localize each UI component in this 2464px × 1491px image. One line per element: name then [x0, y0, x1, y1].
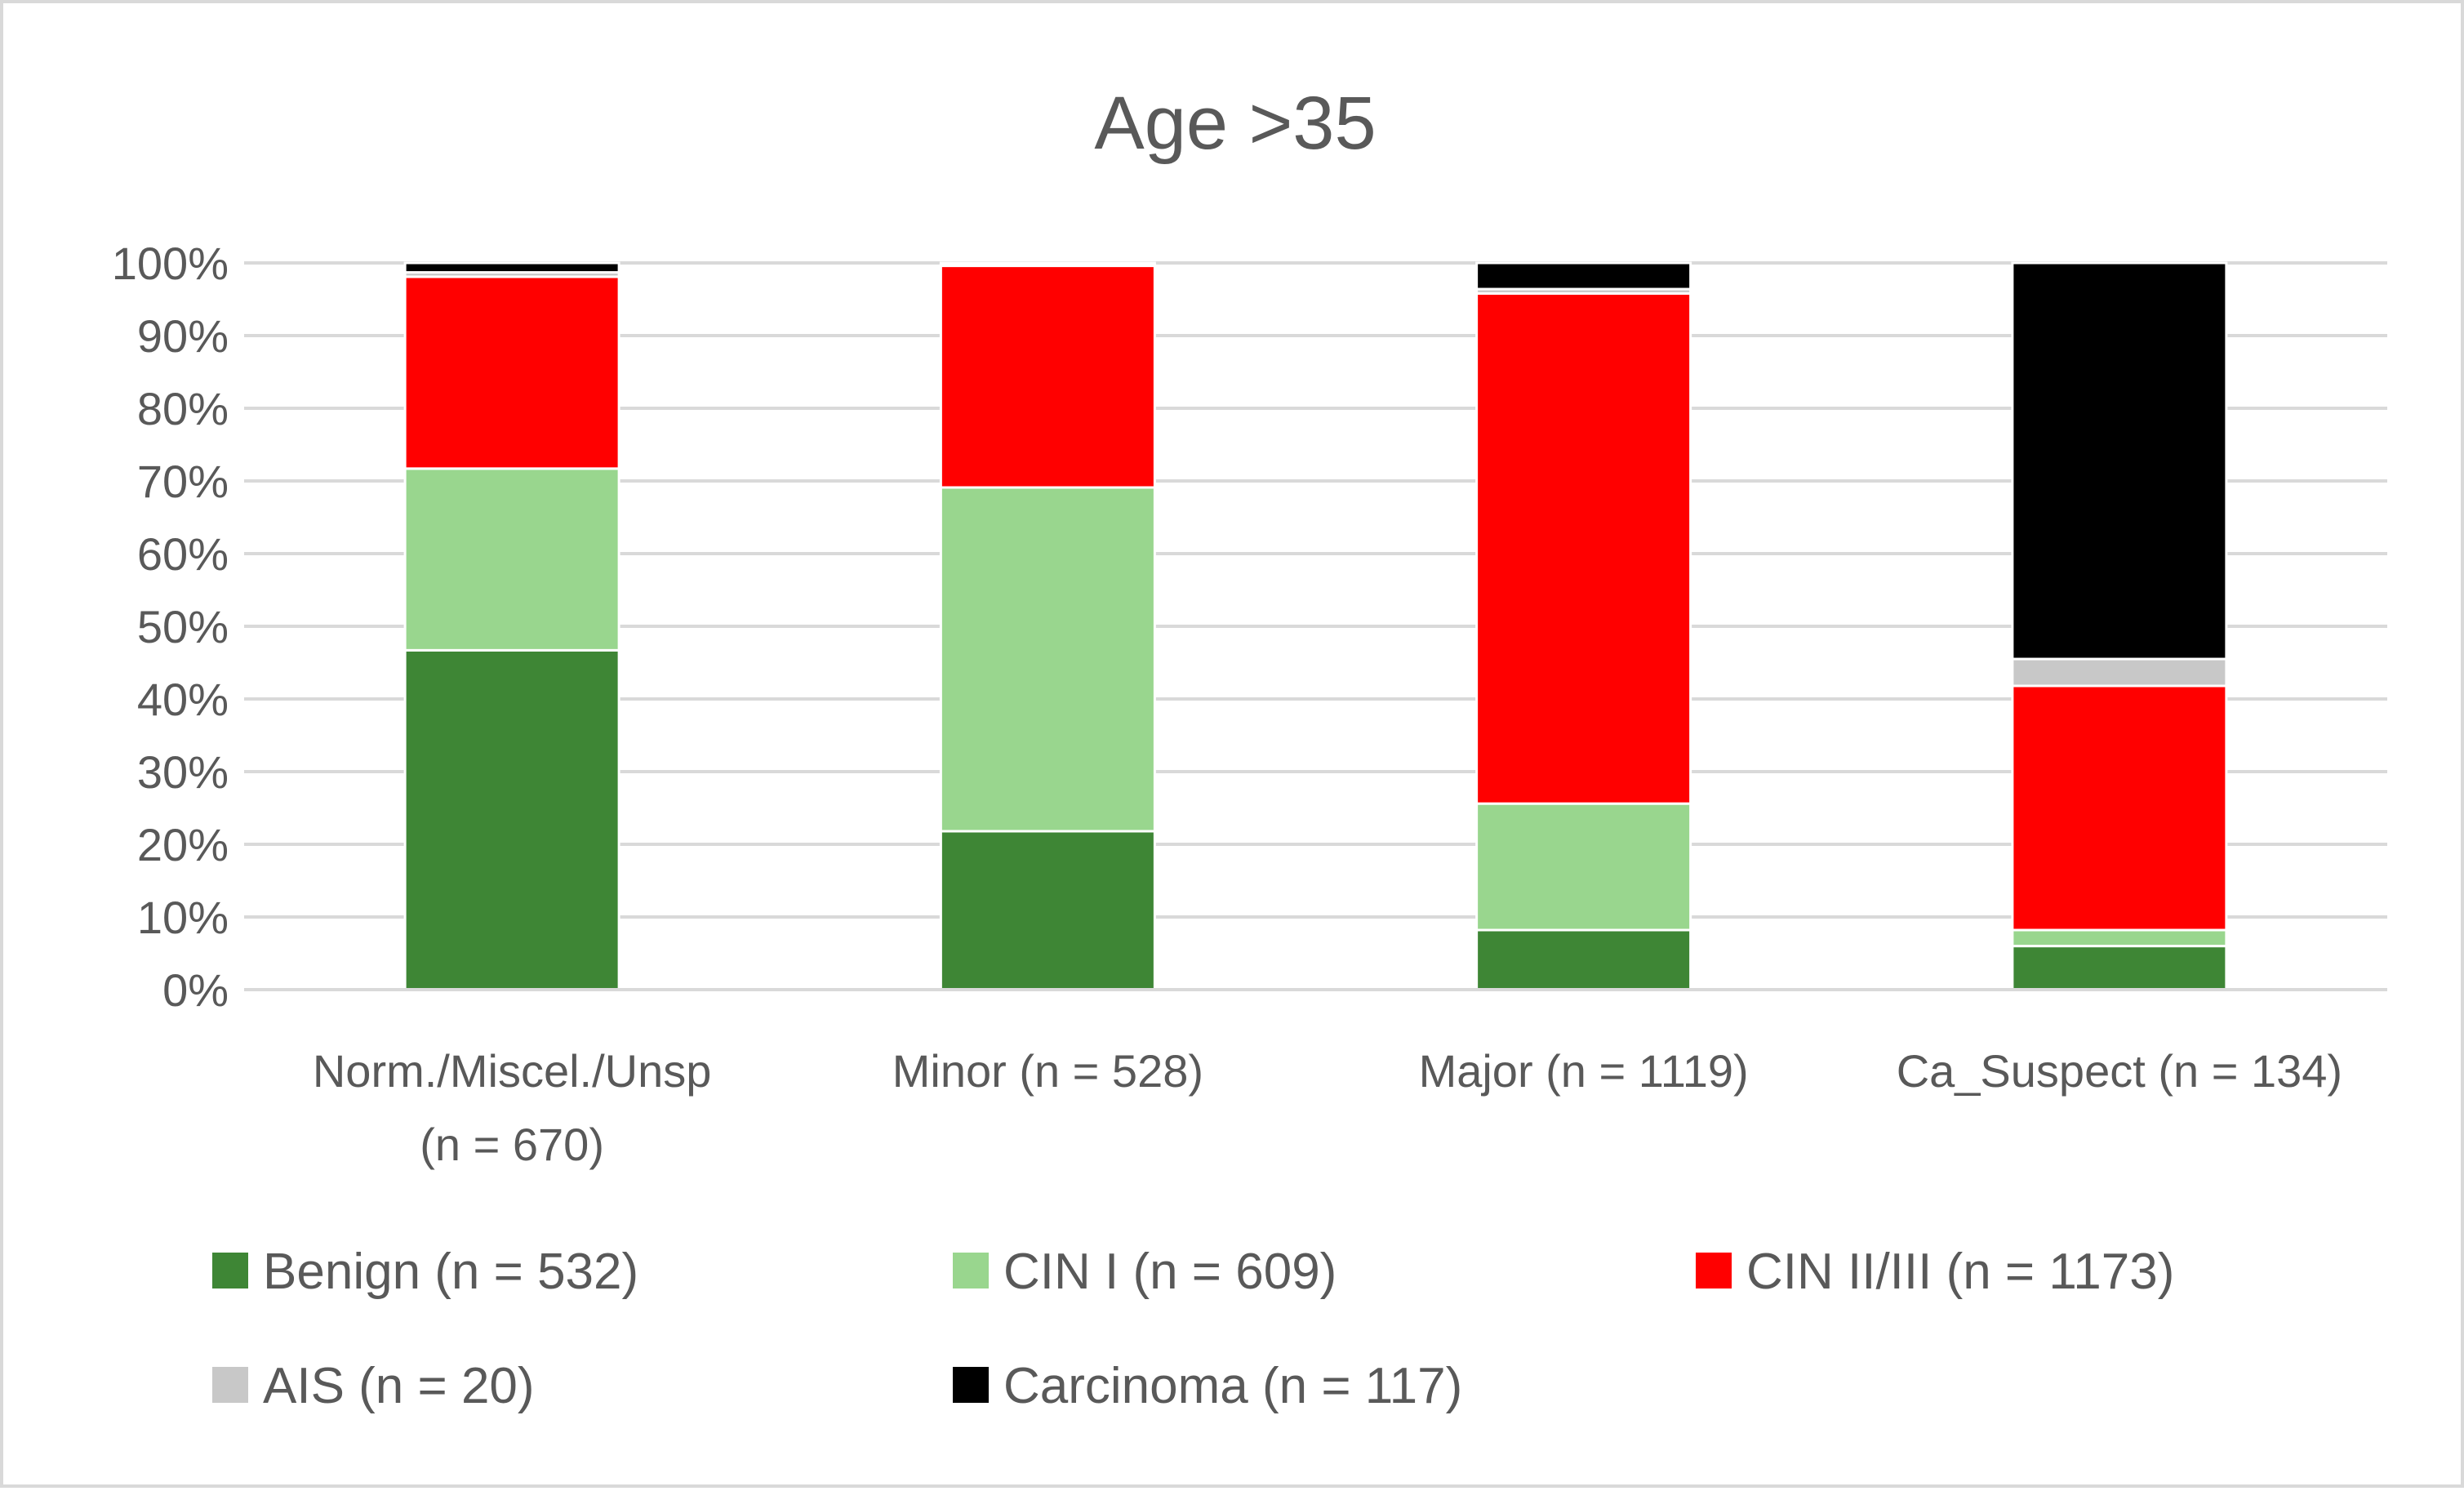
x-tick-label: Minor (n = 528) [892, 1045, 1203, 1097]
x-tick-label: (n = 670) [420, 1119, 604, 1170]
bar-segment [2011, 928, 2228, 948]
bar-segment [403, 261, 620, 274]
stacked-bar-chart: Age >35 0% 10% 20% 30% 40% 50% 60% 70% 80% 90% 100… [112, 82, 2387, 1414]
y-tick-label: 90% [137, 310, 229, 362]
legend-swatch [212, 1253, 248, 1288]
legend-label: Benign (n = 532) [263, 1244, 638, 1300]
bar-segment [939, 830, 1156, 991]
legend-swatch [953, 1253, 989, 1288]
legend: Benign (n = 532) CIN I (n = 609) CIN II/II… [212, 1244, 2174, 1414]
bar-segment [2011, 261, 2228, 661]
y-tick-label: 60% [137, 528, 229, 580]
legend-swatch [212, 1367, 248, 1403]
y-tick-label: 50% [137, 601, 229, 652]
y-tick-label: 30% [137, 746, 229, 798]
y-axis-tick-labels: 0% 10% 20% 30% 40% 50% 60% 70% 80% 90% 100% [112, 238, 229, 1016]
legend-label: CIN I (n = 609) [1003, 1244, 1337, 1300]
bar-segment [939, 261, 1156, 267]
x-tick-label: Ca_Suspect (n = 134) [1897, 1045, 2342, 1097]
y-tick-label: 100% [112, 238, 229, 289]
x-tick-label: Major (n = 1119) [1419, 1045, 1749, 1097]
legend-label: Carcinoma (n = 117) [1003, 1358, 1462, 1414]
bar-segment [2011, 684, 2228, 932]
x-tick-label: Norm./Miscel./Unsp [313, 1045, 712, 1097]
y-tick-label: 40% [137, 674, 229, 725]
bar-segment [939, 486, 1156, 833]
x-axis-tick-labels: Norm./Miscel./Unsp (n = 670) Minor (n = 52… [313, 1045, 2342, 1170]
legend-swatch [953, 1367, 989, 1403]
bar-segments [403, 261, 2228, 991]
y-tick-label: 10% [137, 892, 229, 943]
bar-segment [1475, 292, 1692, 805]
chart-title: Age >35 [1094, 82, 1376, 165]
bar-segment [403, 275, 620, 470]
bar-segment [1475, 928, 1692, 991]
legend-label: CIN II/III (n = 1173) [1746, 1244, 2174, 1300]
bar-segment [1475, 802, 1692, 932]
bar-segment [2011, 657, 2228, 688]
bar-segment [403, 648, 620, 991]
bar-segment [2011, 945, 2228, 991]
y-tick-label: 0% [162, 964, 229, 1016]
legend-label: AIS (n = 20) [263, 1358, 535, 1414]
y-tick-label: 80% [137, 383, 229, 434]
y-tick-label: 70% [137, 456, 229, 507]
y-tick-label: 20% [137, 819, 229, 870]
bar-segment [939, 265, 1156, 489]
legend-swatch [1696, 1253, 1732, 1288]
bar-segment [403, 467, 620, 652]
bar-segment [1475, 261, 1692, 291]
